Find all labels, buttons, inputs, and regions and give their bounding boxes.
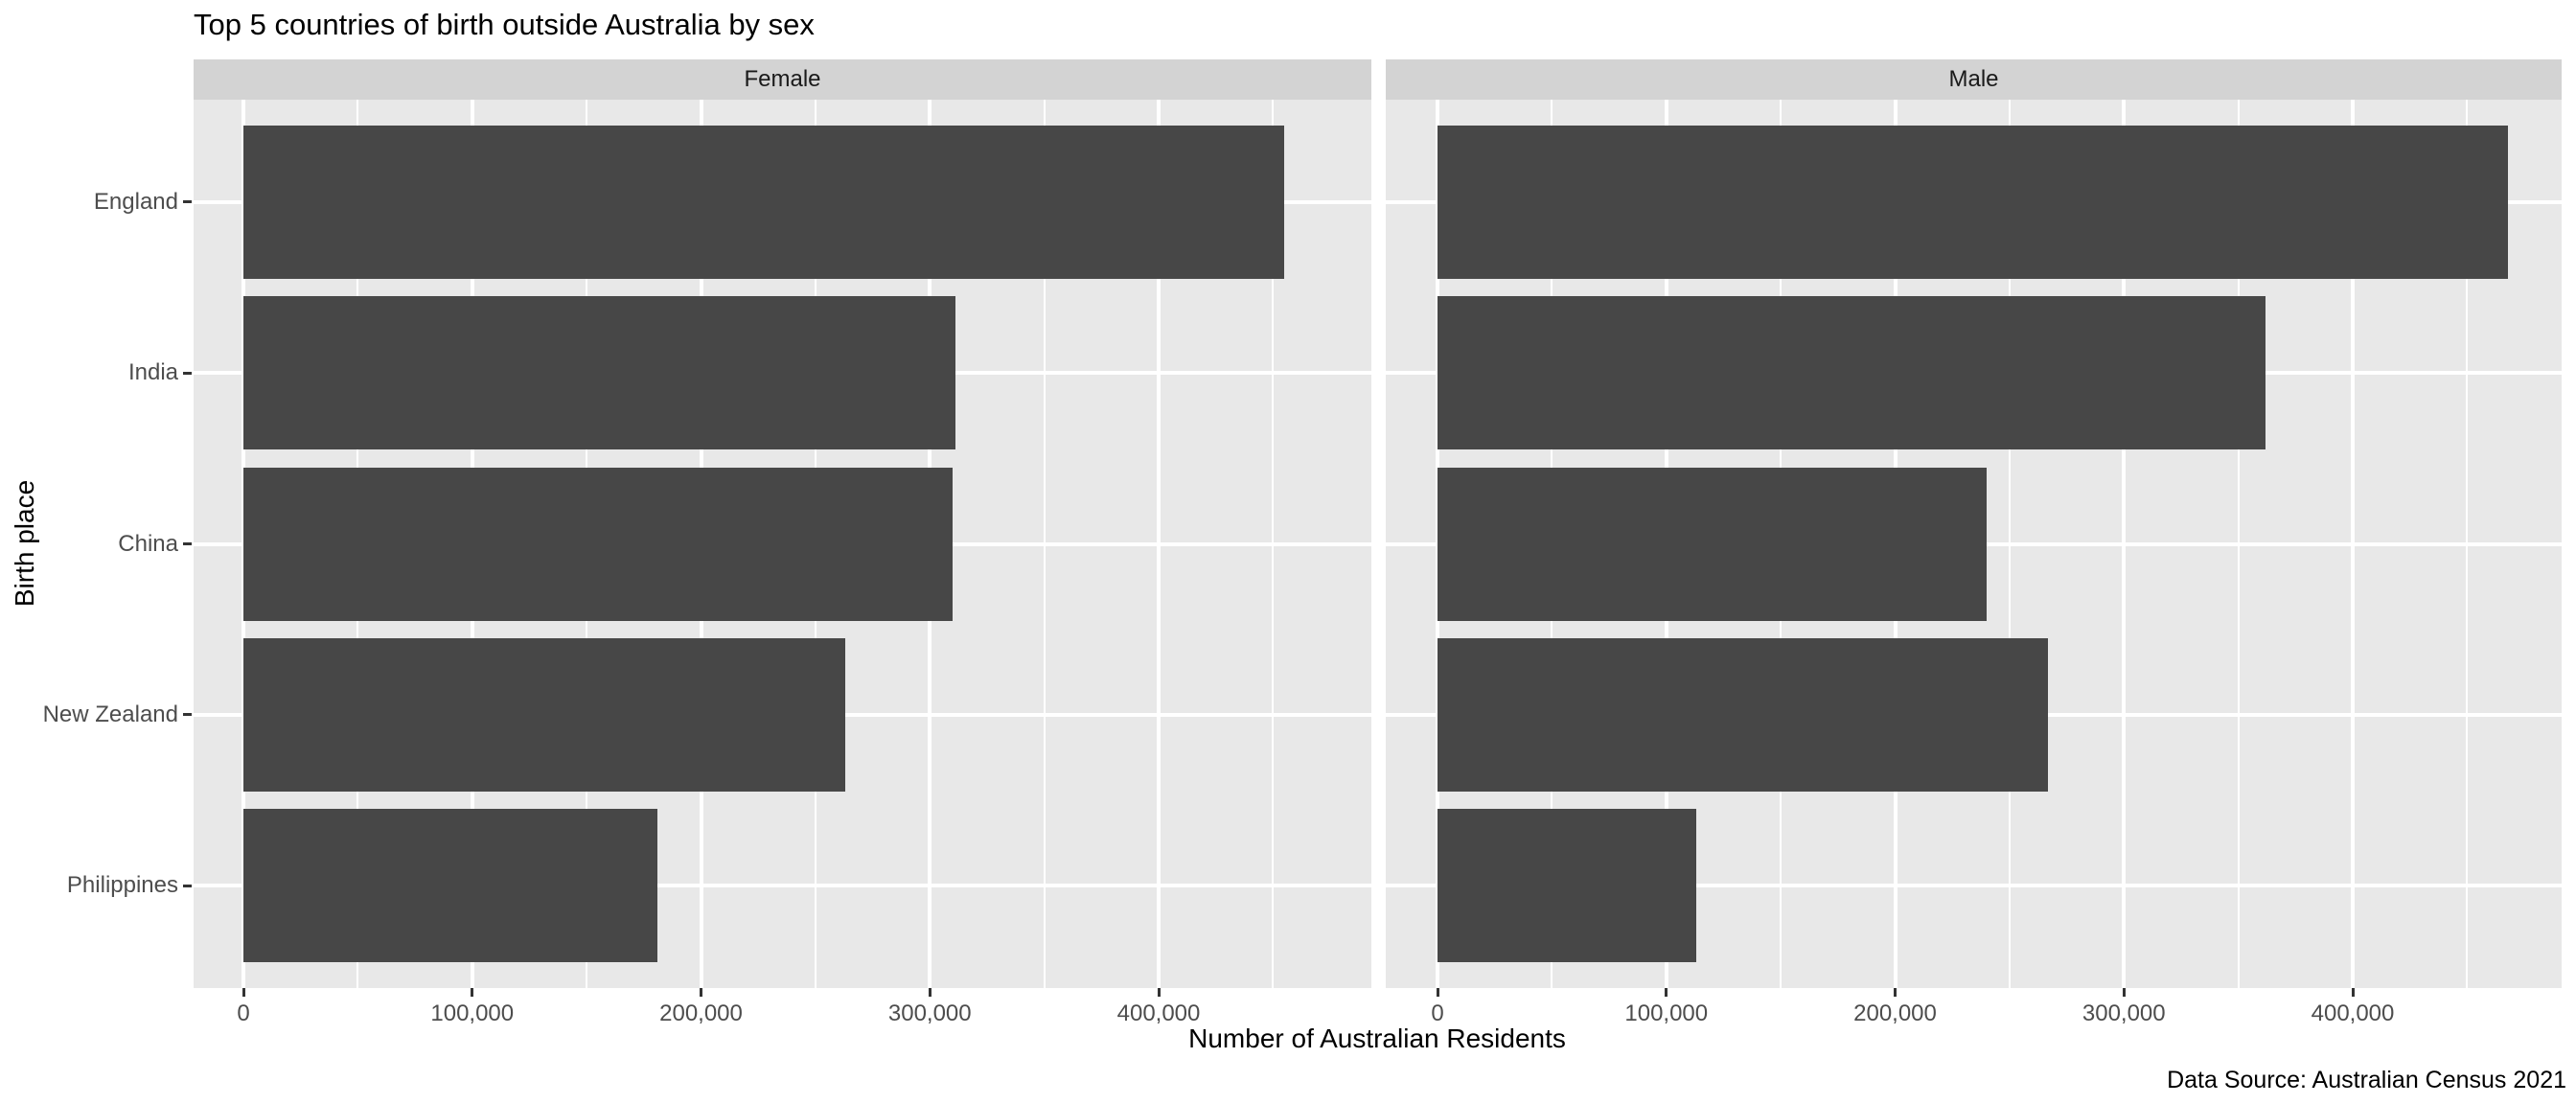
- x-tick-label-male: 400,000: [2311, 1000, 2395, 1026]
- panel-female: [194, 100, 1371, 988]
- gridline-major-y: [194, 884, 1371, 888]
- bar-new-zealand-male: [1438, 637, 2049, 792]
- facet-strip-female: Female: [194, 59, 1371, 100]
- x-tick-mark: [1665, 988, 1668, 997]
- y-tick-label-philippines: Philippines: [66, 872, 178, 899]
- x-tick-label-female: 200,000: [659, 1000, 743, 1026]
- x-tick-mark: [471, 988, 474, 997]
- x-tick-label-male: 0: [1431, 1000, 1444, 1026]
- bar-india-male: [1438, 296, 2266, 450]
- x-tick-mark: [242, 988, 245, 997]
- x-tick-label-male: 100,000: [1624, 1000, 1709, 1026]
- bar-new-zealand-female: [243, 637, 845, 792]
- bar-england-male: [1438, 125, 2509, 279]
- x-tick-mark: [1894, 988, 1897, 997]
- y-tick-mark: [183, 371, 192, 375]
- x-tick-mark: [928, 988, 932, 997]
- x-tick-mark: [700, 988, 702, 997]
- x-tick-label-male: 200,000: [1853, 1000, 1937, 1026]
- facet-strip-male: Male: [1386, 59, 2562, 100]
- x-tick-label-female: 100,000: [430, 1000, 515, 1026]
- y-tick-mark: [183, 713, 192, 717]
- gridline-major-y: [1386, 884, 2562, 888]
- x-tick-label-male: 300,000: [2082, 1000, 2166, 1026]
- bar-philippines-female: [243, 809, 658, 963]
- x-tick-mark: [1436, 988, 1439, 997]
- bar-india-female: [243, 296, 955, 450]
- facet-strip-label-female: Female: [744, 66, 821, 92]
- y-tick-mark: [183, 542, 192, 545]
- panel-male: [1386, 100, 2562, 988]
- x-tick-label-female: 300,000: [887, 1000, 972, 1026]
- bar-england-female: [243, 125, 1285, 279]
- x-axis-title: Number of Australian Residents: [1188, 1024, 1566, 1053]
- bar-china-female: [243, 467, 954, 621]
- bar-philippines-male: [1438, 809, 1696, 963]
- x-tick-mark: [1157, 988, 1161, 997]
- y-tick-label-new-zealand: New Zealand: [42, 701, 178, 727]
- y-tick-label-china: China: [118, 530, 178, 557]
- facet-strip-label-male: Male: [1948, 66, 1999, 92]
- x-tick-mark: [2351, 988, 2355, 997]
- x-tick-label-female: 0: [237, 1000, 250, 1026]
- y-tick-mark: [183, 200, 192, 204]
- y-tick-label-india: India: [127, 359, 178, 386]
- caption: Data Source: Australian Census 2021: [2167, 1067, 2566, 1093]
- x-tick-mark: [2122, 988, 2126, 997]
- chart-title: Top 5 countries of birth outside Austral…: [194, 8, 815, 41]
- bar-china-male: [1438, 467, 1987, 621]
- y-tick-mark: [183, 884, 192, 887]
- y-tick-label-england: England: [93, 188, 178, 215]
- x-tick-label-female: 400,000: [1116, 1000, 1201, 1026]
